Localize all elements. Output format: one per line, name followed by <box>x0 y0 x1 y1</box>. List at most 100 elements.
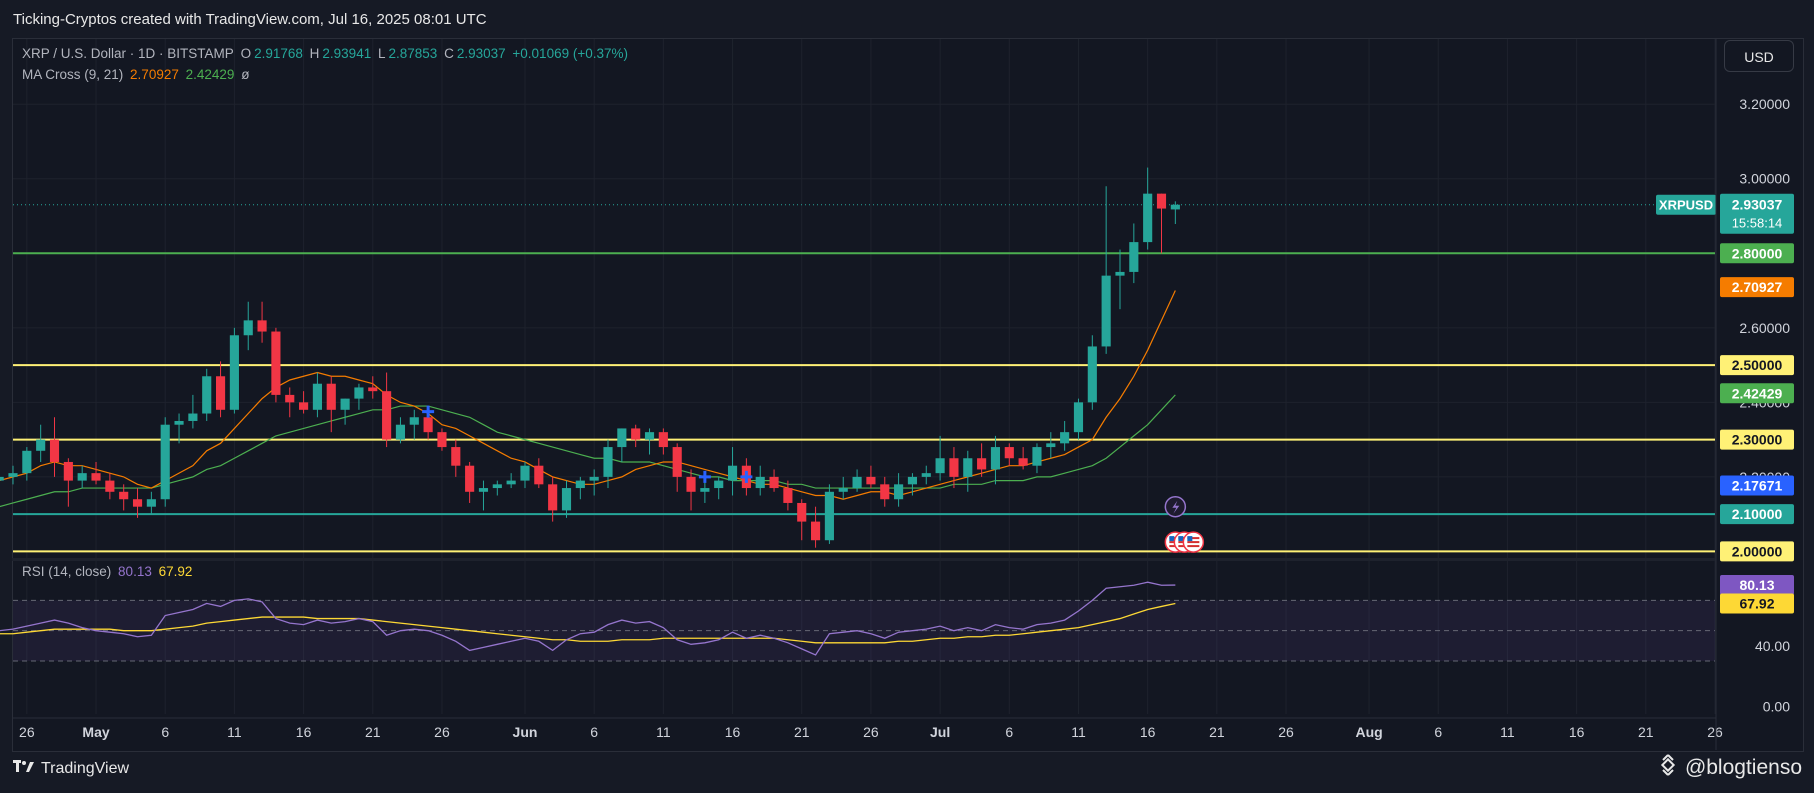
candle-body <box>1143 193 1153 243</box>
currency-button[interactable]: USD <box>1724 40 1794 72</box>
candle-body <box>63 461 73 481</box>
x-tick-label: 11 <box>656 724 671 740</box>
candle-body <box>0 476 4 481</box>
candle-body <box>160 424 170 500</box>
candle-body <box>686 476 696 492</box>
flag-stripe <box>1187 541 1200 544</box>
watermark-text: @blogtienso <box>1684 756 1802 779</box>
change-value: +0.01069 (+0.37%) <box>512 46 628 61</box>
rsi-value-label-bg <box>1720 575 1794 596</box>
binance-diamond-icon <box>1657 754 1679 782</box>
plus-marker <box>740 470 753 483</box>
candle-body <box>700 488 710 492</box>
candle-body <box>1018 458 1028 466</box>
x-tick-label: 16 <box>1569 724 1585 740</box>
candle-body <box>368 387 378 392</box>
header-bar: Ticking-Cryptos created with TradingView… <box>0 0 1814 38</box>
x-tick-label: 26 <box>1707 724 1723 740</box>
candle-body <box>755 476 765 489</box>
tradingview-logo[interactable]: TradingView <box>13 760 129 778</box>
candle-body <box>1004 447 1014 459</box>
candle-body <box>990 447 1001 470</box>
ma-title: MA Cross (9, 21) <box>22 67 124 82</box>
visibility-icon[interactable]: ø <box>241 67 250 82</box>
plus-marker <box>698 470 711 483</box>
price-label: 2.42429 <box>1732 385 1783 401</box>
candle-body <box>423 417 433 433</box>
last-price-label: 2.93037 <box>1732 197 1783 213</box>
symbol-tag-bg <box>1656 194 1716 215</box>
x-tick-label: 26 <box>19 724 35 740</box>
price-label: 2.30000 <box>1732 432 1783 448</box>
lightning-icon <box>1172 500 1180 514</box>
tradingview-brand: TradingView <box>41 760 130 777</box>
ma-fast-line <box>0 290 1176 500</box>
price-label: 2.70927 <box>1732 279 1783 295</box>
candle-body <box>797 502 807 522</box>
candle-body <box>105 480 115 492</box>
candle-body <box>202 376 212 414</box>
candle-body <box>285 394 295 403</box>
candle-body <box>312 383 322 410</box>
candle-body <box>907 476 917 485</box>
flag-canton <box>1178 536 1184 542</box>
candle-body <box>894 484 904 500</box>
x-tick-label: 21 <box>794 724 810 740</box>
candle-body <box>1087 346 1097 403</box>
candle-body <box>838 488 848 492</box>
price-label-bg <box>1720 504 1794 525</box>
x-tick-label: Jun <box>513 724 538 740</box>
candle-body <box>561 488 572 511</box>
rsi-legend[interactable]: RSI (14, close) 80.13 67.92 <box>22 564 195 579</box>
x-tick-label: Jul <box>930 724 950 740</box>
ma-legend[interactable]: MA Cross (9, 21) 2.70927 2.42429 ø <box>22 67 252 82</box>
x-tick-label: Aug <box>1355 724 1382 740</box>
x-tick-label: 6 <box>1434 724 1442 740</box>
watermark: @blogtienso <box>1657 754 1802 782</box>
x-tick-label: 26 <box>434 724 450 740</box>
candle-body <box>852 476 862 489</box>
candle-body <box>617 428 627 448</box>
candle-body <box>188 413 198 421</box>
flag-stripe <box>1187 545 1200 548</box>
flag-canton <box>1187 536 1193 542</box>
candle-body <box>49 439 60 462</box>
candle-body <box>1129 242 1139 272</box>
rsi-ma-value: 67.92 <box>158 564 193 579</box>
x-tick-label: 16 <box>725 724 741 740</box>
chart-frame[interactable] <box>12 38 1804 752</box>
candle-body <box>146 499 156 507</box>
symbol-legend[interactable]: XRP / U.S. Dollar · 1D · BITSTAMP O 2.917… <box>22 46 631 61</box>
low-label: L <box>377 46 386 61</box>
symbol-title: XRP / U.S. Dollar · 1D · BITSTAMP <box>22 46 234 61</box>
price-label-bg <box>1720 475 1794 496</box>
candle-body <box>465 465 475 492</box>
candle-body <box>478 488 489 492</box>
x-tick-label: 26 <box>863 724 879 740</box>
candle-body <box>395 424 406 440</box>
flag-canton <box>1169 536 1175 542</box>
candle-body <box>492 484 502 489</box>
price-label-bg <box>1720 383 1794 404</box>
candle-body <box>451 447 461 466</box>
candle-body <box>119 491 129 500</box>
x-tick-label: 6 <box>1005 724 1013 740</box>
candle-body <box>215 376 226 410</box>
x-tick-label: 6 <box>590 724 598 740</box>
high-value: 2.93941 <box>322 46 372 61</box>
candle-body <box>1101 275 1111 347</box>
rsi-value-label: 80.13 <box>1739 577 1774 593</box>
x-tick-label: 21 <box>365 724 381 740</box>
x-tick-label: 21 <box>1638 724 1654 740</box>
price-label: 2.17671 <box>1732 478 1783 494</box>
candle-body <box>783 488 793 503</box>
candle-body <box>1115 271 1125 276</box>
candle-body <box>1060 432 1070 444</box>
price-label-bg <box>1720 243 1794 264</box>
candle-body <box>824 491 834 541</box>
candle-body <box>506 480 516 485</box>
candle-body <box>575 480 585 489</box>
x-tick-label: 11 <box>1500 724 1515 740</box>
x-tick-label: 21 <box>1209 724 1225 740</box>
